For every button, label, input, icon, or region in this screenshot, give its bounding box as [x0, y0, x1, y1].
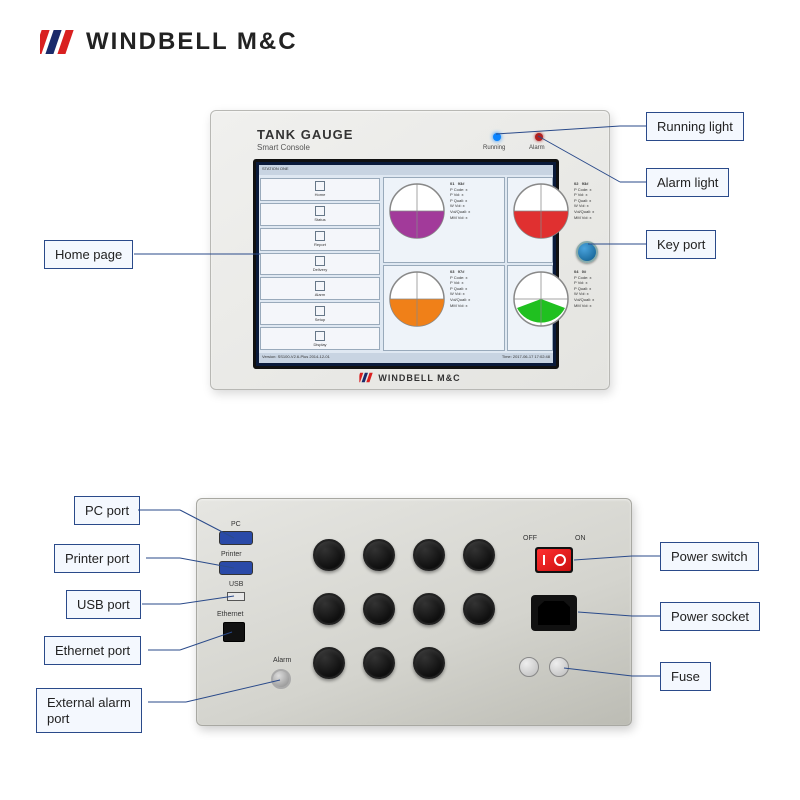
device-title: TANK GAUGE: [257, 127, 353, 142]
screen-side-button[interactable]: Report: [260, 228, 380, 251]
device-rear-panel: PC Printer USB Ethernet Alarm OFF ON: [196, 498, 632, 726]
device-subtitle: Smart Console: [257, 143, 310, 152]
cable-gland: [463, 539, 495, 571]
alarm-label: Alarm: [273, 657, 291, 664]
pc-port[interactable]: [219, 531, 253, 545]
cable-gland: [413, 539, 445, 571]
running-led: [493, 133, 501, 141]
callout-pc-port: PC port: [74, 496, 140, 525]
cable-gland: [363, 593, 395, 625]
cable-gland: [313, 647, 345, 679]
tank-stats-3: 03 97#P Code: xP Vol: xP Quali: xW Vol: …: [450, 269, 470, 347]
tank-cell-2: 02 93#P Code: xP Vol: xP Quali: xW Vol: …: [507, 177, 553, 263]
cable-gland: [363, 647, 395, 679]
printer-label: Printer: [221, 551, 242, 558]
external-alarm-port[interactable]: [271, 669, 291, 689]
usb-label: USB: [229, 581, 243, 588]
tank-cell-4: 04 0#P Code: xP Vol: xP Quali: xW Vol: x…: [507, 265, 553, 351]
printer-port[interactable]: [219, 561, 253, 575]
tank-stats-4: 04 0#P Code: xP Vol: xP Quali: xW Vol: x…: [574, 269, 594, 347]
cable-gland: [413, 593, 445, 625]
usb-port[interactable]: [227, 592, 245, 601]
tank-pie-2: [511, 181, 571, 241]
ethernet-port[interactable]: [223, 622, 245, 642]
screen-side-button[interactable]: Display: [260, 327, 380, 350]
callout-alarm-light: Alarm light: [646, 168, 729, 197]
tank-stats-1: 01 93#P Code: xP Vol: xP Quali: xW Vol: …: [450, 181, 470, 259]
off-label: OFF: [523, 535, 537, 542]
device-front-panel: TANK GAUGE Smart Console Running Alarm S…: [210, 110, 610, 390]
power-switch[interactable]: [535, 547, 573, 573]
screen-footer: Version: SS100-V2.6-Plus 2014-12-01 Time…: [259, 353, 553, 363]
brand-logo-icon: [40, 28, 80, 56]
brand-header: WINDBELL M&C: [40, 28, 298, 56]
screen-side-button[interactable]: Status: [260, 203, 380, 226]
cable-gland: [313, 539, 345, 571]
callout-printer-port: Printer port: [54, 544, 140, 573]
pc-label: PC: [231, 521, 241, 528]
tank-pie-3: [387, 269, 447, 329]
cable-gland: [313, 593, 345, 625]
callout-fuse: Fuse: [660, 662, 711, 691]
callout-external-alarm-port: External alarmport: [36, 688, 142, 733]
tank-cell-1: 01 93#P Code: xP Vol: xP Quali: xW Vol: …: [383, 177, 505, 263]
on-label: ON: [575, 535, 586, 542]
screen-side-button[interactable]: Alarm: [260, 277, 380, 300]
cable-gland: [363, 539, 395, 571]
screen-side-buttons: HomeStatusReportDeliveryAlarmSetupDispla…: [259, 177, 381, 351]
callout-running-light: Running light: [646, 112, 744, 141]
callout-power-switch: Power switch: [660, 542, 759, 571]
touch-screen[interactable]: STATION ONE 01 93#P Code: xP Vol: xP Qua…: [253, 159, 559, 369]
screen-side-button[interactable]: Setup: [260, 302, 380, 325]
callout-usb-port: USB port: [66, 590, 141, 619]
tank-pie-4: [511, 269, 571, 329]
fuse-2[interactable]: [549, 657, 569, 677]
callout-home-page: Home page: [44, 240, 133, 269]
power-socket[interactable]: [531, 595, 577, 631]
callout-key-port: Key port: [646, 230, 716, 259]
screen-header: STATION ONE: [259, 165, 553, 175]
callout-power-socket: Power socket: [660, 602, 760, 631]
device-brand-footer: WINDBELL M&C: [359, 372, 460, 383]
cable-gland: [413, 647, 445, 679]
tank-cell-3: 03 97#P Code: xP Vol: xP Quali: xW Vol: …: [383, 265, 505, 351]
screen-side-button[interactable]: Home: [260, 178, 380, 201]
tank-stats-2: 02 93#P Code: xP Vol: xP Quali: xW Vol: …: [574, 181, 594, 259]
callout-ethernet-port: Ethernet port: [44, 636, 141, 665]
tank-pie-1: [387, 181, 447, 241]
cable-gland: [463, 593, 495, 625]
brand-text: WINDBELL M&C: [86, 28, 298, 56]
alarm-led: [535, 133, 543, 141]
ethernet-label: Ethernet: [217, 611, 243, 618]
fuse-1[interactable]: [519, 657, 539, 677]
screen-side-button[interactable]: Delivery: [260, 253, 380, 276]
alarm-led-label: Alarm: [529, 145, 545, 151]
running-led-label: Running: [483, 145, 505, 151]
